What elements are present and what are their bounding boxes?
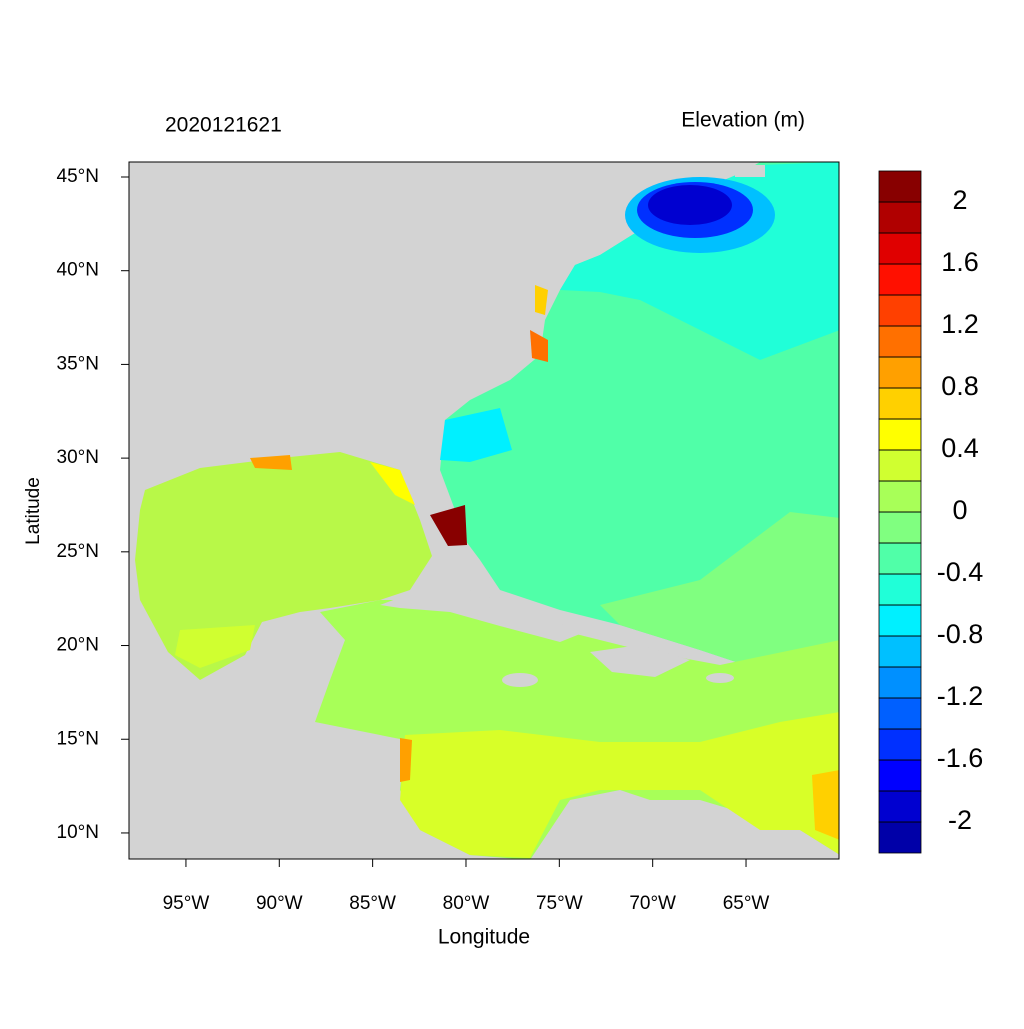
colorbar-label: 1.2 (941, 309, 979, 339)
x-tick-label: 75°W (536, 893, 583, 914)
colorbar-label: 2 (952, 185, 967, 215)
south-caribbean (400, 712, 839, 858)
colorbar-box (878, 418, 922, 451)
colorbar-label: 1.6 (941, 247, 979, 277)
colorbar-box (878, 635, 922, 668)
y-tick-label: 35°N (57, 353, 99, 374)
x-tick-label: 90°W (256, 893, 303, 914)
variable-title: Elevation (m) (681, 109, 805, 132)
colorbar-box (878, 728, 922, 761)
plot-frame (128, 161, 840, 860)
nicaragua-coast (400, 738, 412, 782)
colorbar-box (878, 542, 922, 575)
colorbar-label: 0 (952, 495, 967, 525)
jamaica (502, 673, 538, 687)
colorbar-label: -0.4 (937, 557, 984, 587)
puerto-rico (706, 673, 734, 683)
x-tick-label: 65°W (723, 893, 770, 914)
cuba (380, 590, 585, 642)
y-tick-label: 15°N (57, 728, 99, 749)
outer-banks (530, 330, 548, 362)
florida-surge (430, 505, 467, 546)
southeast-atlantic (600, 512, 839, 670)
colorbar-label: -0.8 (937, 619, 984, 649)
georgia-shelf (440, 408, 512, 462)
colorbar-box (878, 759, 922, 792)
y-tick-label: 30°N (57, 447, 99, 468)
colorbar-box (878, 511, 922, 544)
date-title: 2020121621 (165, 114, 282, 137)
x-axis-label: Longitude (438, 926, 530, 949)
colorbar: -2 -1.6 -1.2 -0.8 -0.4 0 0.4 0.8 1.2 1.6 2 (878, 170, 984, 854)
x-tick-label: 95°W (163, 893, 210, 914)
colorbar-box (878, 263, 922, 296)
nova-scotia (735, 165, 765, 177)
colorbar-label: -1.6 (937, 743, 984, 773)
y-tick-label: 20°N (57, 635, 99, 656)
colorbar-box (878, 449, 922, 482)
x-tick-label: 70°W (629, 893, 676, 914)
y-axis-label: Latitude (23, 477, 44, 545)
y-tick-label: 10°N (57, 822, 99, 843)
colorbar-box (878, 294, 922, 327)
venezuela-coast (812, 770, 839, 840)
y-tick-label: 45°N (57, 166, 99, 187)
colorbar-box (878, 480, 922, 513)
louisiana-coast (250, 455, 292, 470)
colorbar-box (878, 697, 922, 730)
colorbar-label: -2 (948, 805, 972, 835)
y-tick-label: 40°N (57, 260, 99, 281)
x-tick-label: 80°W (443, 893, 490, 914)
colorbar-box (878, 790, 922, 823)
colorbar-box (878, 232, 922, 265)
colorbar-box (878, 573, 922, 606)
colorbar-box (878, 821, 922, 854)
axes: 95°W 90°W 85°W 80°W 75°W 70°W 65°W 10°N 15°N 20°N… (57, 166, 770, 914)
colorbar-label: 0.4 (941, 433, 979, 463)
chesapeake (535, 285, 548, 315)
gulf-of-mexico (135, 452, 432, 680)
colorbar-box (878, 325, 922, 358)
x-tick-label: 85°W (349, 893, 396, 914)
colorbar-box (878, 604, 922, 637)
colorbar-box (878, 356, 922, 389)
map-field (129, 162, 839, 859)
colorbar-box (878, 201, 922, 234)
colorbar-box (878, 666, 922, 699)
colorbar-label: 0.8 (941, 371, 979, 401)
colorbar-box (878, 387, 922, 420)
gulf-of-maine-core (648, 185, 732, 225)
y-tick-label: 25°N (57, 541, 99, 562)
big-bend (370, 462, 415, 505)
colorbar-box (878, 170, 922, 203)
campeche-bank (175, 625, 255, 668)
colorbar-label: -1.2 (937, 681, 984, 711)
hispaniola (590, 645, 690, 677)
